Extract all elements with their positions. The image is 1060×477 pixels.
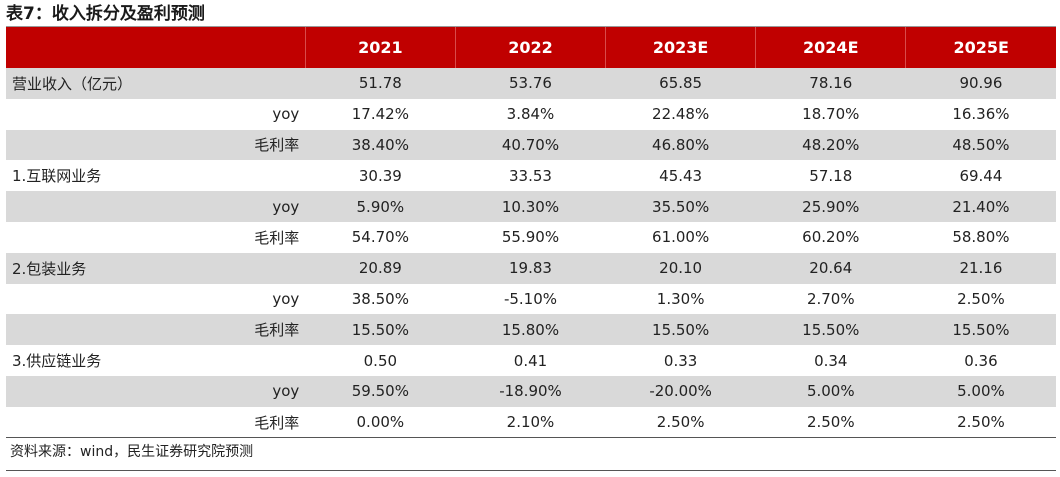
header-year-cell: 2025E xyxy=(905,27,1056,68)
value-cell: 5.90% xyxy=(356,197,405,216)
row-label: yoy xyxy=(272,197,300,216)
table-row: 2.包装业务 20.89 19.83 20.10 20.64 21.16 xyxy=(6,252,1056,284)
value-cell: 45.43 xyxy=(659,166,703,185)
header-year-cell: 2021 xyxy=(304,27,456,68)
table-row: yoy 59.50% -18.90% -20.00% 5.00% 5.00% xyxy=(6,375,1056,407)
value-cell: 1.30% xyxy=(656,289,705,308)
value-cell: 2.10% xyxy=(506,413,555,432)
value-cell: 2.70% xyxy=(806,289,855,308)
value-cell: 38.40% xyxy=(351,135,409,154)
title-divider xyxy=(6,26,1056,27)
value-cell: 15.50% xyxy=(652,320,710,339)
value-cell: 2.50% xyxy=(957,289,1005,308)
table-row: 1.互联网业务 30.39 33.53 45.43 57.18 69.44 xyxy=(6,160,1056,191)
value-cell: 54.70% xyxy=(351,228,409,247)
value-cell: 59.50% xyxy=(351,382,409,401)
value-cell: 53.76 xyxy=(509,74,552,93)
row-label: 毛利率 xyxy=(254,136,300,155)
table-row: yoy 5.90% 10.30% 35.50% 25.90% 21.40% xyxy=(6,191,1056,222)
row-label: 毛利率 xyxy=(254,321,300,340)
value-cell: 40.70% xyxy=(501,135,560,154)
header-corner-cell xyxy=(6,27,305,68)
page-bottom-divider xyxy=(6,470,1056,471)
value-cell: 17.42% xyxy=(351,105,409,124)
row-label: yoy xyxy=(272,105,300,124)
value-cell: 69.44 xyxy=(959,166,1003,185)
row-label: 3.供应链业务 xyxy=(12,352,102,371)
value-cell: 20.89 xyxy=(358,259,402,278)
row-label: 2.包装业务 xyxy=(12,259,87,278)
value-cell: 38.50% xyxy=(351,289,409,308)
value-cell: 21.40% xyxy=(952,197,1010,216)
table-row: 3.供应链业务 0.50 0.41 0.33 0.34 0.36 xyxy=(6,345,1056,376)
value-cell: 57.18 xyxy=(809,166,853,185)
value-cell: 18.70% xyxy=(802,105,860,124)
value-cell: 55.90% xyxy=(501,228,560,247)
row-label: 毛利率 xyxy=(254,413,300,432)
value-cell: 90.96 xyxy=(959,74,1003,93)
value-cell: 35.50% xyxy=(652,197,710,216)
value-cell: 0.34 xyxy=(814,351,848,370)
source-note: 资料来源：wind，民生证券研究院预测 xyxy=(10,444,254,460)
value-cell: 15.50% xyxy=(802,320,860,339)
value-cell: 58.80% xyxy=(952,228,1010,247)
value-cell: 16.36% xyxy=(952,105,1010,124)
value-cell: -20.00% xyxy=(649,382,712,401)
value-cell: 30.39 xyxy=(358,166,402,185)
value-cell: 0.36 xyxy=(964,351,998,370)
value-cell: 48.20% xyxy=(802,135,860,154)
forecast-table: 2021 2022 2023E 2024E 2025E 营业收入（亿元） 51.78 53.… xyxy=(6,27,1056,438)
value-cell: 20.64 xyxy=(809,259,853,278)
value-cell: 21.16 xyxy=(959,259,1003,278)
table-row: yoy 17.42% 3.84% 22.48% 18.70% 16.36% xyxy=(6,99,1056,130)
value-cell: 51.78 xyxy=(358,74,402,93)
value-cell: 61.00% xyxy=(652,228,710,247)
value-cell: 15.50% xyxy=(952,320,1010,339)
value-cell: -5.10% xyxy=(503,289,558,308)
value-cell: 0.41 xyxy=(513,351,548,370)
value-cell: 2.50% xyxy=(656,413,705,432)
value-cell: 60.20% xyxy=(802,228,860,247)
value-cell: 10.30% xyxy=(501,197,560,216)
row-label: 营业收入（亿元） xyxy=(12,74,133,93)
table-title: 表7：收入拆分及盈利预测 xyxy=(6,4,205,24)
table-row: 毛利率 15.50% 15.80% 15.50% 15.50% 15.50% xyxy=(6,314,1056,346)
table-row: 营业收入（亿元） 51.78 53.76 65.85 78.16 90.96 xyxy=(6,68,1056,99)
value-cell: 0.00% xyxy=(356,413,405,432)
value-cell: 15.80% xyxy=(501,320,560,339)
table-row: yoy 38.50% -5.10% 1.30% 2.70% 2.50% xyxy=(6,284,1056,315)
table-row: 毛利率 54.70% 55.90% 61.00% 60.20% 58.80% xyxy=(6,222,1056,253)
value-cell: 0.50 xyxy=(363,351,398,370)
value-cell: 65.85 xyxy=(659,74,703,93)
header-year-cell: 2023E xyxy=(605,27,756,68)
row-label: yoy xyxy=(272,382,300,401)
row-label: 毛利率 xyxy=(254,228,300,247)
table-row: 毛利率 38.40% 40.70% 46.80% 48.20% 48.50% xyxy=(6,129,1056,161)
value-cell: 0.33 xyxy=(663,351,698,370)
row-label: 1.互联网业务 xyxy=(12,167,102,186)
value-cell: 15.50% xyxy=(351,320,409,339)
value-cell: 25.90% xyxy=(802,197,860,216)
header-year-cell: 2022 xyxy=(454,27,606,68)
value-cell: 19.83 xyxy=(509,259,552,278)
table-row: 毛利率 0.00% 2.10% 2.50% 2.50% 2.50% xyxy=(6,407,1056,438)
value-cell: 2.50% xyxy=(957,413,1005,432)
row-label: yoy xyxy=(272,289,300,308)
header-row: 2021 2022 2023E 2024E 2025E xyxy=(6,27,1056,68)
value-cell: 5.00% xyxy=(957,382,1005,401)
table-bottom-divider xyxy=(6,437,1056,438)
value-cell: 5.00% xyxy=(806,382,855,401)
value-cell: 46.80% xyxy=(652,135,710,154)
value-cell: 2.50% xyxy=(806,413,855,432)
value-cell: 20.10 xyxy=(659,259,703,278)
value-cell: -18.90% xyxy=(499,382,562,401)
value-cell: 33.53 xyxy=(509,166,552,185)
header-year-cell: 2024E xyxy=(755,27,906,68)
value-cell: 22.48% xyxy=(652,105,710,124)
value-cell: 3.84% xyxy=(506,105,555,124)
value-cell: 48.50% xyxy=(952,135,1010,154)
value-cell: 78.16 xyxy=(809,74,853,93)
table-body: 营业收入（亿元） 51.78 53.76 65.85 78.16 90.96 yoy 17.4… xyxy=(6,68,1056,438)
